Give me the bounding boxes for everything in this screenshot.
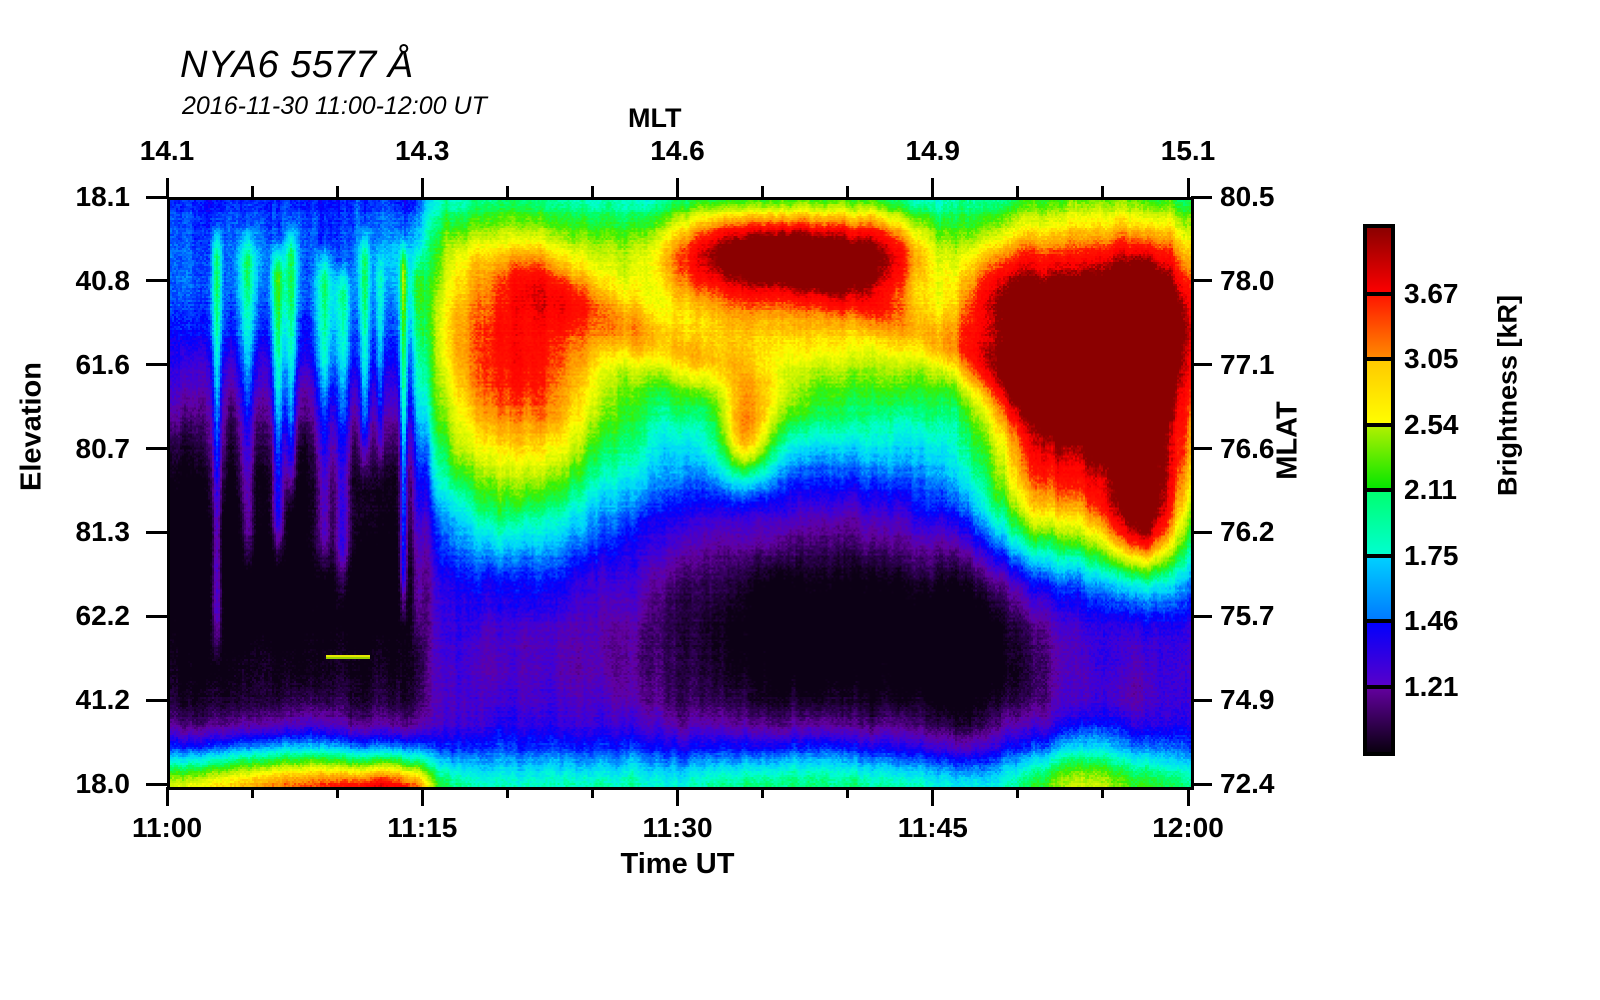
top-major-tick (420, 178, 424, 197)
bottom-minor-tick (335, 787, 339, 798)
figure-title: NYA6 5577 Å (180, 44, 414, 86)
top-major-tick (931, 178, 935, 197)
colorbar-tick-label: 2.11 (1404, 474, 1457, 505)
right-tick-label: 77.1 (1220, 348, 1275, 380)
right-tick (1191, 363, 1212, 367)
colorbar-tick-label: 1.46 (1404, 605, 1459, 636)
colorbar-tick-label: 1.21 (1404, 670, 1459, 702)
left-tick (146, 363, 167, 367)
bottom-major-tick (676, 787, 679, 806)
right-tick (1191, 447, 1212, 451)
bottom-tick-label: 11:45 (897, 812, 968, 843)
keogram-image (170, 200, 1191, 787)
left-tick-label: 62.2 (75, 600, 131, 632)
left-tick (146, 447, 167, 451)
colorbar-segment (1367, 490, 1391, 556)
top-minor-tick (1101, 186, 1105, 197)
colorbar-segment (1367, 621, 1391, 687)
left-tick (146, 614, 167, 618)
left-tick (146, 698, 167, 702)
right-tick (1191, 698, 1212, 702)
right-tick-label: 80.5 (1220, 181, 1275, 212)
top-minor-tick (250, 186, 254, 197)
colorbar-tick-label: 3.05 (1404, 343, 1459, 374)
bottom-minor-tick (250, 787, 254, 798)
bottom-tick-label: 12:00 (1152, 812, 1224, 843)
colorbar-divider (1367, 422, 1391, 427)
top-minor-tick (505, 186, 509, 197)
top-minor-tick (846, 186, 850, 197)
right-tick (1191, 530, 1212, 534)
figure-subtitle: 2016-11-30 11:00-12:00 UT (182, 92, 487, 120)
colorbar-tick-label: 1.75 (1404, 539, 1459, 571)
bottom-major-tick (165, 787, 169, 806)
top-minor-tick (335, 186, 339, 197)
top-tick-label: 14.6 (650, 135, 705, 166)
colorbar-segment (1367, 228, 1391, 294)
right-tick-label: 75.7 (1220, 600, 1275, 632)
bottom-major-tick (931, 787, 935, 806)
right-tick (1191, 279, 1212, 283)
colorbar-axis-title: Brightness [kR] (1492, 294, 1523, 497)
keogram-plot-area (167, 197, 1194, 790)
colorbar-segment (1367, 424, 1391, 490)
colorbar-tick-label: 2.54 (1404, 408, 1459, 440)
left-tick (146, 782, 167, 786)
colorbar (1363, 224, 1395, 756)
left-tick-label: 61.6 (75, 348, 131, 380)
right-tick-label: 74.9 (1220, 684, 1275, 716)
left-tick-label: 41.2 (75, 684, 131, 716)
colorbar-divider (1367, 357, 1391, 361)
bottom-axis-title: Time UT (620, 848, 735, 880)
colorbar-segment (1367, 686, 1391, 752)
left-tick-label: 40.8 (75, 264, 131, 296)
bottom-major-tick (420, 787, 424, 806)
bottom-minor-tick (846, 787, 850, 798)
bottom-minor-tick (590, 787, 594, 798)
bottom-tick-label: 11:15 (387, 812, 458, 843)
colorbar-divider (1367, 684, 1391, 689)
colorbar-segment (1367, 359, 1391, 425)
top-minor-tick (761, 186, 765, 197)
right-tick-label: 76.6 (1220, 432, 1275, 464)
left-tick-label: 18.1 (75, 181, 131, 212)
bottom-minor-tick (505, 787, 509, 798)
top-major-tick (165, 178, 169, 197)
top-major-tick (676, 178, 679, 197)
right-tick-label: 78.0 (1220, 264, 1275, 296)
right-tick (1191, 195, 1212, 199)
bottom-minor-tick (1016, 787, 1020, 798)
top-minor-tick (1016, 186, 1020, 197)
top-major-tick (1186, 178, 1190, 197)
right-tick (1191, 782, 1212, 786)
bottom-tick-label: 11:00 (131, 812, 203, 843)
bottom-tick-label: 11:30 (642, 812, 713, 843)
right-tick (1191, 614, 1212, 618)
colorbar-divider (1367, 291, 1391, 296)
colorbar-segment (1367, 555, 1391, 621)
top-minor-tick (590, 186, 594, 197)
left-tick-label: 81.3 (75, 516, 131, 548)
bottom-minor-tick (761, 787, 765, 798)
left-tick (146, 530, 167, 534)
left-tick (146, 195, 167, 199)
top-tick-label: 14.1 (139, 135, 195, 166)
colorbar-divider (1367, 488, 1391, 492)
colorbar-divider (1367, 553, 1391, 558)
left-tick-label: 80.7 (75, 432, 131, 464)
left-tick (146, 279, 167, 283)
colorbar-divider (1367, 619, 1391, 623)
bottom-major-tick (1186, 787, 1190, 806)
top-tick-label: 15.1 (1160, 135, 1216, 166)
right-tick-label: 72.4 (1220, 768, 1275, 799)
top-tick-label: 14.3 (395, 135, 450, 166)
right-tick-label: 76.2 (1220, 516, 1275, 548)
colorbar-segment (1367, 293, 1391, 359)
top-axis-title: MLT (628, 103, 682, 133)
bottom-minor-tick (1101, 787, 1105, 798)
colorbar-tick-label: 3.67 (1404, 277, 1459, 309)
left-tick-label: 18.0 (75, 768, 131, 799)
top-tick-label: 14.9 (905, 135, 961, 166)
